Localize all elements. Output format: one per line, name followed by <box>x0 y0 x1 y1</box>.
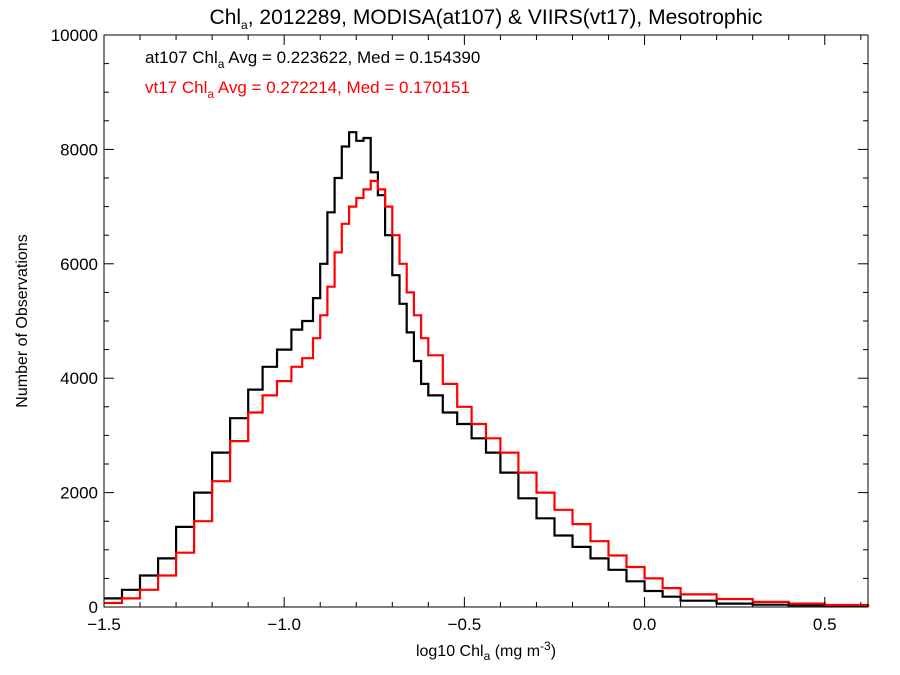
title-base: Chl <box>210 6 242 29</box>
series-line-vt17 <box>104 179 870 607</box>
y-axis-label: Number of Observations <box>14 234 31 407</box>
chart-title: Chla, 2012289, MODISA(at107) & VIIRS(vt1… <box>210 6 763 32</box>
y-tick-label: 8000 <box>60 140 98 159</box>
series-line-at107 <box>104 131 870 608</box>
annotation-vt17: vt17 Chla Avg = 0.272214, Med = 0.170151 <box>145 78 470 101</box>
x-tick-label: −1.0 <box>267 615 301 634</box>
y-tick-label: 4000 <box>60 369 98 388</box>
x-tick-label: −0.5 <box>448 615 482 634</box>
x-axis-label: log10 Chla (mg m-3) <box>416 639 556 663</box>
y-tick-label: 10000 <box>51 26 98 45</box>
y-tick-label: 0 <box>89 598 98 617</box>
y-tick-label: 6000 <box>60 255 98 274</box>
x-tick-label: 0.5 <box>813 615 837 634</box>
plot-frame <box>103 34 869 608</box>
x-tick-label: 0.0 <box>633 615 657 634</box>
title-subscript: a <box>241 18 248 32</box>
x-tick-label: −1.5 <box>87 615 121 634</box>
annotation-at107: at107 Chla Avg = 0.223622, Med = 0.15439… <box>145 48 480 71</box>
title-rest: , 2012289, MODISA(at107) & VIIRS(vt17), … <box>248 6 763 29</box>
y-tick-label: 2000 <box>60 484 98 503</box>
